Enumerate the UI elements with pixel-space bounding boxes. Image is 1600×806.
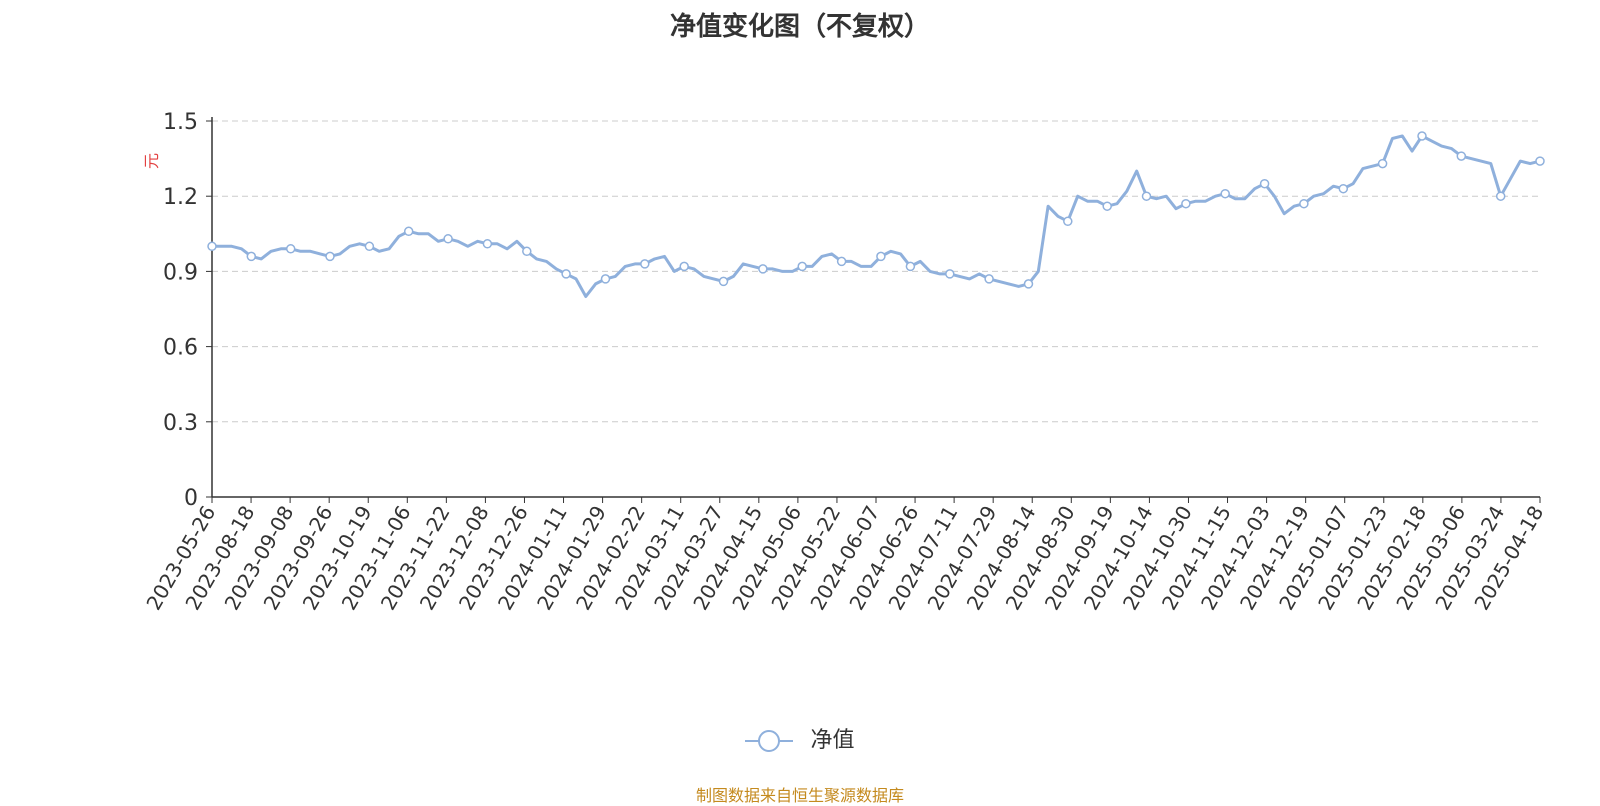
data-point[interactable] <box>1377 158 1388 169</box>
data-point[interactable] <box>1456 151 1467 161</box>
data-point[interactable] <box>246 251 257 262</box>
grid-lines <box>206 120 1540 498</box>
data-point[interactable] <box>285 244 296 254</box>
data-point[interactable] <box>522 246 532 257</box>
data-point[interactable] <box>561 269 571 279</box>
data-point[interactable] <box>876 251 886 262</box>
y-axis-label: 元 <box>142 153 161 169</box>
data-point[interactable] <box>600 274 611 284</box>
data-point[interactable] <box>1141 191 1152 201</box>
data-point[interactable] <box>758 264 768 274</box>
data-point[interactable] <box>443 234 453 244</box>
data-point[interactable] <box>1338 183 1349 194</box>
data-point[interactable] <box>945 269 955 279</box>
y-tick-label: 1.2 <box>163 185 198 210</box>
data-point[interactable] <box>364 241 375 252</box>
axes <box>211 117 1541 503</box>
data-point[interactable] <box>718 276 729 287</box>
data-point[interactable] <box>679 261 689 272</box>
y-tick-label: 0.3 <box>163 411 198 436</box>
data-point[interactable] <box>1220 188 1230 199</box>
x-tick-labels: 2023-05-262023-08-182023-09-082023-09-26… <box>141 501 1548 614</box>
data-point[interactable] <box>905 261 916 272</box>
data-point[interactable] <box>984 274 994 284</box>
y-tick-label: 0.6 <box>163 336 198 361</box>
data-point[interactable] <box>836 256 847 267</box>
series-line <box>212 134 1541 298</box>
data-point[interactable] <box>1495 191 1506 201</box>
legend-line-circle-icon <box>745 730 794 752</box>
data-point[interactable] <box>1535 156 1545 166</box>
legend-label: 净值 <box>810 728 855 753</box>
data-point[interactable] <box>1023 279 1034 289</box>
source-note: 制图数据来自恒生聚源数据库 <box>695 786 904 805</box>
y-tick-labels: 0 0.3 0.6 0.9 1.2 1.5 <box>163 110 198 511</box>
y-tick-label: 0 <box>184 486 198 511</box>
series-layer <box>207 131 1545 298</box>
data-point[interactable] <box>403 226 414 237</box>
y-tick-label: 0.9 <box>163 260 198 285</box>
data-point[interactable] <box>1181 198 1191 209</box>
chart-title: 净值变化图（不复权） <box>669 12 930 42</box>
data-point[interactable] <box>325 251 335 262</box>
y-tick-label: 1.5 <box>163 110 198 135</box>
data-point[interactable] <box>797 261 807 272</box>
data-point[interactable] <box>1063 216 1073 227</box>
data-point[interactable] <box>1299 198 1309 209</box>
data-point[interactable] <box>640 259 650 269</box>
legend[interactable]: 净值 <box>0 722 1600 754</box>
data-point[interactable] <box>1102 201 1112 211</box>
data-point[interactable] <box>1259 178 1270 189</box>
data-point[interactable] <box>1417 131 1427 141</box>
data-point[interactable] <box>207 241 217 252</box>
data-point[interactable] <box>482 239 493 249</box>
